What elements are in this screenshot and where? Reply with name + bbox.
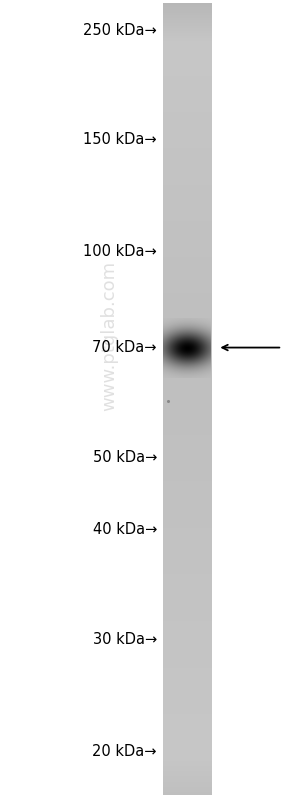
Text: 50 kDa→: 50 kDa→ [92, 451, 157, 465]
Text: 100 kDa→: 100 kDa→ [83, 244, 157, 259]
Text: 250 kDa→: 250 kDa→ [83, 23, 157, 38]
Text: 70 kDa→: 70 kDa→ [92, 340, 157, 355]
Text: 30 kDa→: 30 kDa→ [93, 632, 157, 646]
Text: 20 kDa→: 20 kDa→ [92, 744, 157, 758]
Text: 150 kDa→: 150 kDa→ [83, 133, 157, 147]
Text: www.ptglab.com: www.ptglab.com [101, 260, 118, 411]
Text: 40 kDa→: 40 kDa→ [92, 523, 157, 537]
